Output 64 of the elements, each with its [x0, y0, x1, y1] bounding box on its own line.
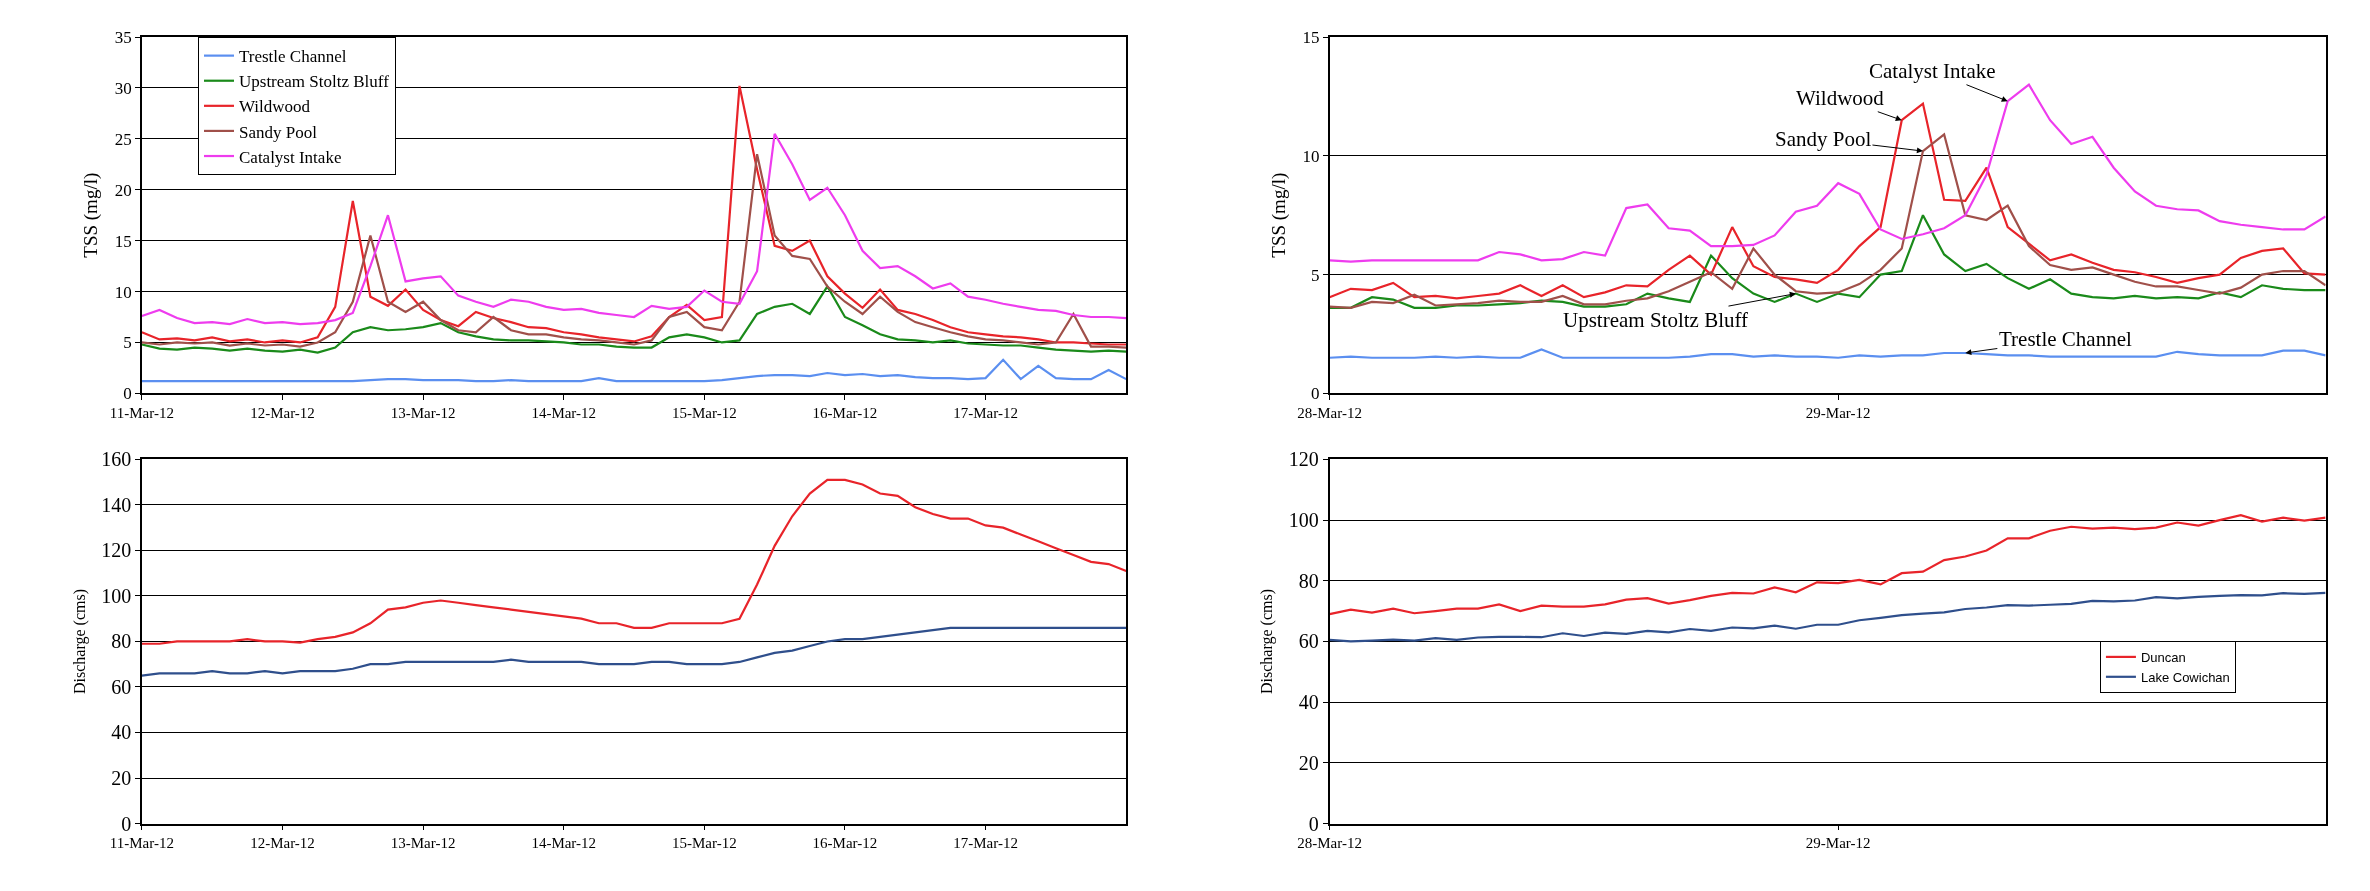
y-tick-label: 120 — [101, 539, 132, 562]
x-tick-label: 16-Mar-12 — [812, 405, 878, 422]
x-tick-label: 14-Mar-12 — [531, 835, 597, 852]
y-tick-label: 20 — [114, 180, 132, 200]
annotation: Catalyst Intake — [1869, 59, 1996, 83]
annotation: Upstream Stoltz Bluff — [1563, 308, 1749, 332]
x-tick-label: 29-Mar-12 — [1805, 405, 1871, 422]
x-tick-label: 13-Mar-12 — [390, 835, 456, 852]
x-tick-label: 12-Mar-12 — [250, 405, 315, 422]
y-axis-title: Discharge (cms) — [1258, 588, 1277, 694]
y-tick-label: 40 — [111, 721, 132, 744]
x-tick-label: 28-Mar-12 — [1297, 405, 1362, 422]
y-tick-label: 15 — [1302, 28, 1320, 48]
annotation: Sandy Pool — [1775, 127, 1872, 151]
line-series — [141, 358, 1127, 383]
y-tick-label: 160 — [101, 448, 132, 471]
legend-label: Trestle Channel — [238, 47, 347, 67]
y-tick-label: 20 — [111, 767, 132, 789]
y-tick-label: 80 — [111, 630, 132, 653]
y-tick-label: 100 — [1288, 509, 1319, 532]
y-axis-title: TSS (mg/l) — [1267, 172, 1290, 258]
y-tick-label: 35 — [114, 28, 132, 48]
annotation: Trestle Channel — [1999, 327, 2132, 351]
line-series — [1329, 348, 2326, 359]
y-tick-label: 120 — [1288, 448, 1319, 471]
y-tick-label: 60 — [1298, 630, 1319, 653]
y-tick-label: 0 — [121, 812, 132, 835]
y-tick-label: 100 — [101, 584, 132, 607]
y-tick-label: 5 — [123, 333, 132, 353]
y-tick-label: 10 — [114, 282, 132, 302]
y-tick-label: 40 — [1298, 691, 1319, 714]
x-tick-label: 12-Mar-12 — [250, 835, 315, 852]
legend-label: Lake Cowichan — [2140, 669, 2230, 685]
y-tick-label: 5 — [1310, 265, 1320, 285]
legend-label: Sandy Pool — [238, 122, 318, 142]
y-tick-label: 30 — [114, 78, 132, 98]
y-tick-label: 60 — [111, 675, 132, 698]
y-tick-label: 140 — [101, 493, 132, 516]
y-tick-label: 20 — [1298, 751, 1319, 774]
legend-label: Catalyst Intake — [238, 147, 342, 167]
x-tick-label: 17-Mar-12 — [953, 405, 1018, 422]
x-tick-label: 15-Mar-12 — [672, 835, 737, 852]
x-tick-label: 11-Mar-12 — [109, 405, 174, 422]
legend-label: Wildwood — [238, 97, 311, 117]
y-tick-label: 0 — [1308, 812, 1319, 835]
legend-label: Duncan — [2140, 649, 2186, 665]
y-tick-label: 10 — [1302, 146, 1320, 166]
x-tick-label: 15-Mar-12 — [672, 405, 737, 422]
annotation: Wildwood — [1796, 86, 1885, 110]
y-tick-label: 15 — [114, 231, 132, 251]
y-axis-title: TSS (mg/l) — [80, 172, 103, 258]
x-tick-label: 29-Mar-12 — [1805, 835, 1871, 852]
y-axis-title: Discharge (cms) — [70, 588, 89, 694]
y-tick-label: 25 — [114, 129, 132, 149]
y-tick-label: 0 — [123, 384, 132, 404]
x-tick-label: 17-Mar-12 — [953, 835, 1018, 852]
y-tick-label: 80 — [1298, 569, 1319, 592]
legend-label: Upstream Stoltz Bluff — [238, 72, 390, 92]
x-tick-label: 16-Mar-12 — [812, 835, 878, 852]
x-tick-label: 14-Mar-12 — [531, 405, 597, 422]
x-tick-label: 28-Mar-12 — [1297, 835, 1362, 852]
y-tick-label: 0 — [1310, 384, 1320, 404]
x-tick-label: 11-Mar-12 — [109, 835, 174, 852]
x-tick-label: 13-Mar-12 — [390, 405, 456, 422]
